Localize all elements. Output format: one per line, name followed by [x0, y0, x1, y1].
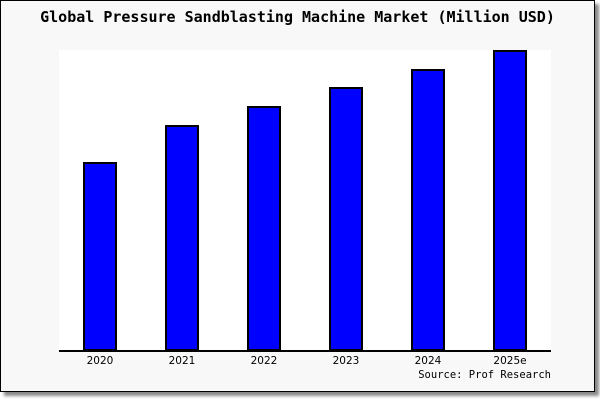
x-tick-label-2025e: 2025e [493, 355, 527, 367]
chart-title: Global Pressure Sandblasting Machine Mar… [40, 8, 555, 26]
bar-2022 [247, 106, 281, 351]
source-note: Source: Prof Research [418, 369, 551, 381]
bar-2021 [165, 125, 199, 351]
x-axis-labels: 2020 2021 2022 2023 2024 2025e [59, 355, 551, 370]
x-tick-label-2022: 2022 [250, 355, 278, 367]
x-tick-label-2021: 2021 [168, 355, 196, 367]
bar-2025e [493, 50, 527, 351]
plot-area [59, 50, 551, 351]
chart-window: Global Pressure Sandblasting Machine Mar… [0, 0, 595, 392]
bar-2020 [83, 162, 117, 351]
x-tick-label-2024: 2024 [414, 355, 442, 367]
bar-2023 [329, 87, 363, 351]
bar-2024 [411, 69, 445, 351]
x-axis-line [59, 350, 551, 352]
x-tick-label-2020: 2020 [86, 355, 114, 367]
x-tick-label-2023: 2023 [332, 355, 360, 367]
